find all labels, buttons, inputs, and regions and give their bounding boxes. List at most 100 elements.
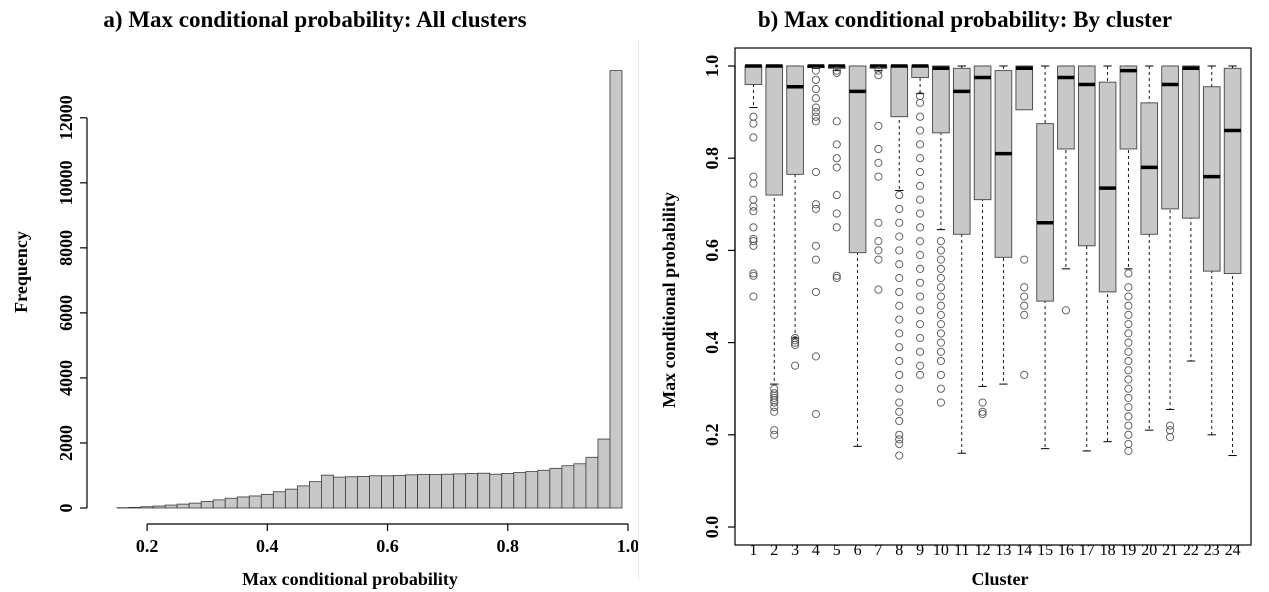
outlier-point — [916, 264, 925, 273]
outlier-point — [1124, 439, 1133, 449]
histogram-bars — [116, 70, 623, 509]
outlier-point — [811, 66, 820, 75]
outlier-point — [791, 333, 800, 343]
outlier-point — [749, 271, 758, 280]
outlier-point — [936, 398, 945, 407]
x-tick-label: 16 — [1058, 542, 1074, 559]
outlier-point — [749, 234, 758, 243]
outlier-point — [811, 167, 820, 177]
x-tick-label: 21 — [1162, 542, 1178, 559]
outlier-point — [832, 223, 841, 232]
outlier-point — [936, 320, 945, 329]
outlier-point — [1124, 446, 1133, 455]
outlier-point — [895, 435, 904, 444]
outlier-point — [811, 204, 820, 213]
outlier-point — [916, 361, 925, 370]
x-tick-label: 10 — [933, 542, 949, 559]
outlier-point — [1124, 269, 1133, 278]
outlier-point — [749, 292, 758, 301]
x-tick-label: 13 — [995, 542, 1011, 559]
x-tick-label: 9 — [916, 542, 924, 559]
outlier-point — [936, 384, 945, 393]
outlier-point — [895, 191, 904, 200]
outlier-point — [916, 278, 925, 287]
outlier-point — [874, 237, 883, 246]
outlier-point — [895, 260, 904, 269]
outlier-point — [1124, 384, 1133, 393]
outlier-point — [1124, 292, 1133, 301]
outlier-point — [811, 85, 820, 94]
outlier-point — [874, 144, 883, 154]
box — [1057, 65, 1075, 150]
outlier-point — [874, 218, 883, 227]
outlier-point — [1124, 403, 1133, 412]
outlier-point — [916, 250, 925, 260]
histogram-chart: a) Max conditional probability: All clus… — [11, 7, 640, 589]
chart-b-title: b) Max conditional probability: By clust… — [758, 7, 1172, 32]
outlier-point — [811, 112, 820, 121]
chart-b-x-axis: 1 2 3 4 5 6 7 8 9 10 11 12 13 14 15 16 17 18 19 20 21 22 23 24 — [749, 542, 1240, 559]
box — [1077, 65, 1096, 247]
outlier-point — [895, 204, 904, 213]
outlier-point — [895, 356, 904, 366]
chart-b-y-axis: 0.0 0.2 0.4 0.6 0.8 1.0 — [702, 55, 736, 539]
y-tick-label: 2000 — [56, 425, 76, 461]
outlier-point — [895, 430, 904, 439]
outlier-point — [1020, 283, 1029, 292]
outlier-point — [916, 306, 925, 315]
chart-a-ylabel: Frequency — [11, 231, 31, 313]
outlier-point — [811, 108, 820, 117]
y-tick-label: 0.0 — [702, 516, 722, 539]
panel-divider — [638, 40, 639, 580]
x-tick-label: 6 — [854, 542, 862, 559]
outlier-point — [1124, 430, 1133, 439]
outlier-point — [874, 172, 883, 181]
outlier-point — [1124, 320, 1133, 329]
outlier-point — [1124, 283, 1133, 292]
outlier-point — [895, 343, 904, 352]
y-tick-label: 0.8 — [702, 147, 722, 170]
outlier-point — [916, 91, 925, 101]
outlier-point — [936, 255, 945, 264]
outliers — [749, 66, 1175, 460]
x-tick-label: 17 — [1079, 542, 1095, 559]
outlier-point — [895, 370, 904, 379]
outlier-point — [895, 246, 904, 255]
y-tick-label: 8000 — [56, 230, 76, 266]
outlier-point — [895, 301, 904, 310]
outlier-point — [916, 370, 925, 379]
outlier-point — [874, 158, 883, 167]
outlier-point — [936, 274, 945, 283]
outlier-point — [832, 163, 841, 172]
outlier-point — [895, 384, 904, 393]
outlier-point — [895, 329, 904, 338]
box — [1223, 67, 1242, 274]
outlier-point — [1166, 426, 1175, 435]
outlier-point — [936, 292, 945, 301]
outlier-point — [811, 352, 820, 361]
outlier-point — [916, 223, 925, 232]
outlier-point — [1166, 421, 1175, 430]
x-tick-label: 1.0 — [617, 536, 640, 556]
outlier-point — [1124, 393, 1133, 402]
outlier-point — [749, 112, 758, 121]
x-tick-label: 3 — [791, 542, 799, 559]
box — [994, 70, 1013, 258]
x-tick-label: 5 — [833, 542, 841, 559]
outlier-point — [978, 410, 987, 419]
chart-b-xlabel: Cluster — [972, 569, 1029, 589]
outlier-point — [936, 310, 945, 319]
outlier-point — [811, 241, 820, 250]
outlier-point — [1124, 375, 1133, 384]
outlier-point — [832, 209, 841, 218]
outlier-point — [895, 274, 904, 283]
outlier-point — [936, 264, 945, 273]
x-tick-label: 0.2 — [136, 536, 159, 556]
box — [1161, 65, 1179, 210]
x-tick-label: 23 — [1204, 542, 1220, 559]
outlier-point — [916, 209, 925, 218]
outlier-point — [1124, 356, 1133, 366]
outlier-point — [1020, 370, 1029, 379]
box — [932, 65, 950, 134]
box — [765, 65, 784, 196]
